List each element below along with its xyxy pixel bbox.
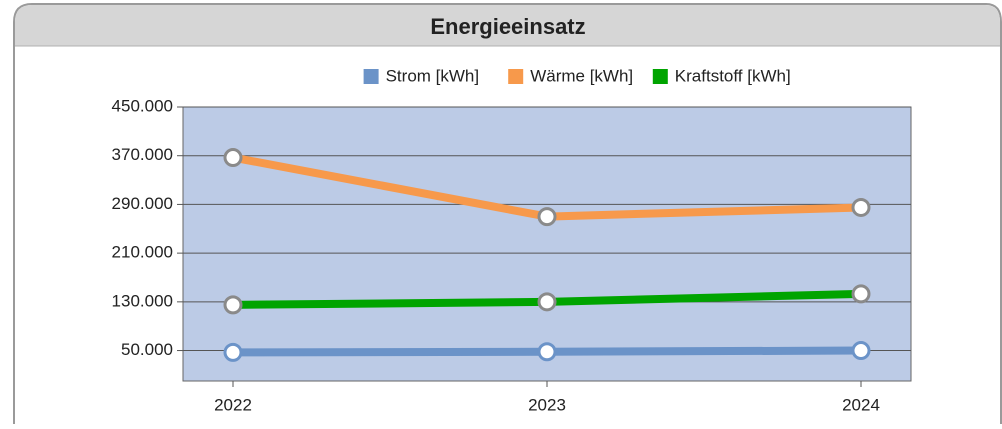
point-marker (851, 284, 871, 304)
point-marker (223, 148, 243, 168)
x-tick-label: 2024 (842, 395, 880, 414)
y-tick-label: 210.000 (112, 243, 173, 262)
panel-header (15, 5, 1000, 46)
point-marker (537, 207, 557, 227)
legend-swatch (363, 69, 379, 84)
point-marker (851, 341, 871, 361)
y-tick-label: 290.000 (112, 194, 173, 213)
legend-label: Wärme [kWh] (530, 66, 633, 85)
legend-label: Kraftstoff [kWh] (675, 66, 791, 85)
plot-area (182, 106, 912, 382)
x-tick-label: 2023 (528, 395, 566, 414)
point-marker (851, 197, 871, 217)
point-marker (537, 292, 557, 312)
x-tick-label: 2022 (214, 395, 252, 414)
legend-label: Strom [kWh] (386, 66, 480, 85)
legend-swatch (508, 69, 524, 84)
chart-title: Energieeinsatz (430, 14, 585, 39)
point-marker (223, 295, 243, 315)
y-tick-label: 450.000 (112, 96, 173, 115)
y-tick-label: 130.000 (112, 291, 173, 310)
point-marker (223, 342, 243, 362)
point-marker (537, 342, 557, 362)
y-tick-label: 50.000 (121, 340, 173, 359)
legend-swatch (652, 69, 668, 84)
y-tick-label: 370.000 (112, 145, 173, 164)
